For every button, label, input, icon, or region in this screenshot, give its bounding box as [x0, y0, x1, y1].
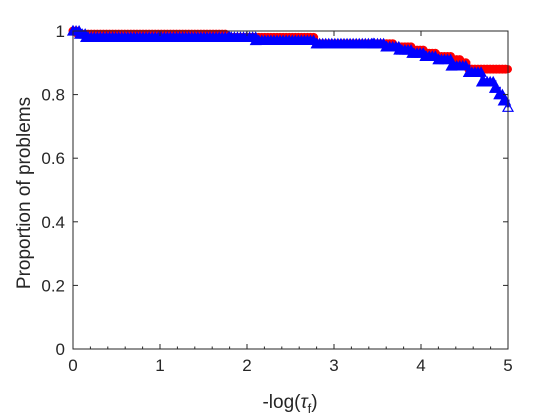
series-blue [66, 24, 515, 112]
x-axis-label-subscript: f [308, 401, 312, 416]
series-point [223, 31, 236, 42]
x-tick-label: 2 [242, 356, 251, 375]
series-point [475, 75, 488, 87]
series-point [380, 40, 393, 52]
x-axis-label-symbol: τ [300, 392, 309, 413]
y-axis-label: Proportion of problems [14, 97, 35, 289]
x-tick-label: 5 [503, 356, 512, 375]
series-point [462, 66, 475, 77]
series-point [493, 88, 506, 100]
x-axis-label-main: -log( [262, 392, 301, 413]
series-point [393, 43, 406, 55]
x-tick-label: 3 [329, 356, 338, 375]
x-tick-label: 4 [416, 356, 425, 375]
series-point [73, 27, 86, 39]
series-point [249, 34, 262, 46]
series-point [432, 53, 445, 65]
y-tick-label: 0.8 [41, 86, 65, 105]
series-point [419, 50, 432, 62]
series-point [367, 37, 380, 49]
series-point [488, 82, 501, 93]
tick-label-layer: 0 1 2 3 4 5 0 0.2 0.4 0.6 0.8 1 [41, 22, 512, 375]
series-point [80, 31, 93, 42]
x-tick-label: 1 [155, 356, 164, 375]
y-tick-label: 0.6 [41, 149, 65, 168]
axes-layer [72, 30, 509, 350]
series-point [406, 47, 419, 58]
series-point [445, 59, 458, 71]
x-axis-label: -log(τf) [262, 392, 317, 416]
y-tick-label: 0 [56, 340, 65, 359]
y-tick-label: 0.4 [41, 213, 65, 232]
x-axis-label-close: ) [311, 392, 317, 413]
x-tick-label: 0 [68, 356, 77, 375]
series-layer [66, 24, 515, 112]
y-tick-label: 0.2 [41, 276, 65, 295]
series-point [310, 37, 323, 49]
series-marker [475, 66, 487, 77]
y-tick-label: 1 [56, 22, 65, 41]
plot-box [72, 30, 509, 350]
series-point [497, 94, 510, 106]
